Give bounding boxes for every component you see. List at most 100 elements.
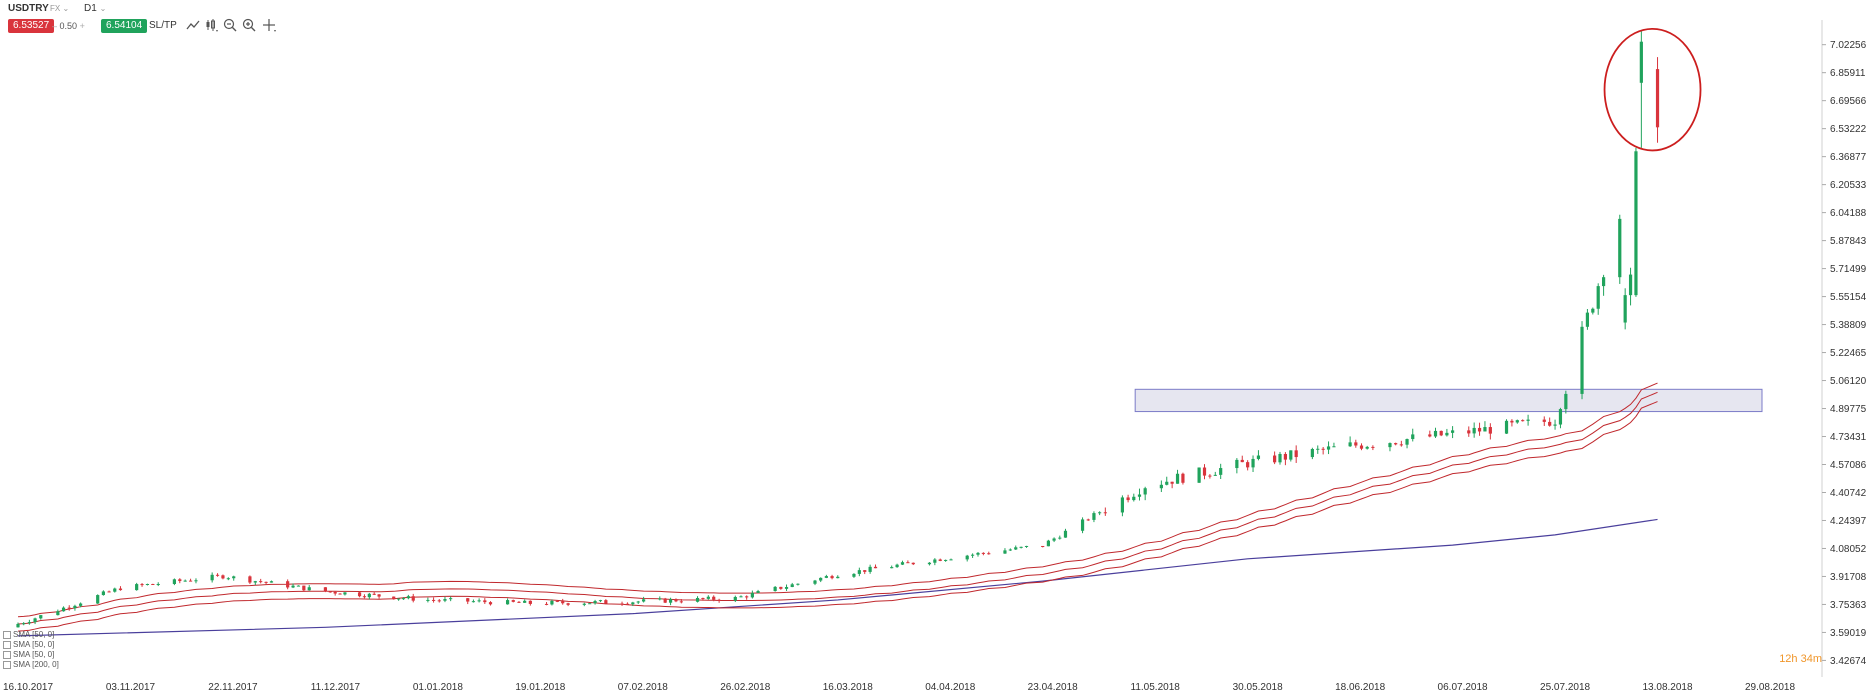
legend-item[interactable]: SMA [50, 0] [3, 640, 54, 649]
candle-up [523, 599, 527, 603]
candle-body [1618, 218, 1622, 278]
candle-up [113, 587, 117, 593]
candle-up [1348, 436, 1352, 447]
y-tick-label: 5.87843 [1830, 236, 1867, 247]
candle-down [1208, 474, 1212, 479]
candle-up [1504, 419, 1509, 434]
candle-up [79, 602, 83, 608]
candle-down [151, 583, 155, 586]
candle-body [135, 584, 139, 591]
candle-body [1445, 432, 1449, 436]
legend-item[interactable]: SMA [50, 0] [3, 630, 54, 639]
y-tick-label: 6.85911 [1830, 68, 1866, 79]
y-tick-label: 5.22465 [1830, 348, 1867, 359]
candle-down [333, 591, 337, 596]
candle-up [1445, 428, 1449, 437]
line-chart-icon[interactable] [186, 18, 200, 32]
candle-body [73, 605, 77, 609]
candle-body [392, 596, 396, 600]
candle-down [779, 586, 783, 590]
legend-checkbox-icon[interactable] [3, 650, 11, 659]
candle-up [1165, 476, 1169, 486]
highlight-circle [1603, 27, 1702, 152]
candle-up [1388, 442, 1392, 452]
candle-down [338, 593, 342, 595]
candle-down [431, 597, 436, 603]
candle-body [868, 566, 872, 572]
candle-body [1394, 443, 1398, 445]
candle-body [194, 580, 198, 582]
candle-down [555, 600, 559, 603]
candle-chart-icon[interactable] [205, 18, 219, 32]
candle-up [824, 574, 828, 579]
candle-body [1639, 41, 1643, 83]
candle-up [900, 560, 905, 566]
candle-up [1639, 31, 1643, 148]
candle-up [1092, 511, 1096, 523]
candle-down [1086, 518, 1090, 521]
market-selector[interactable]: FX ⌄ [50, 4, 70, 13]
candle-body [1365, 446, 1369, 449]
candle-up [291, 583, 295, 589]
candle-up [895, 563, 899, 568]
legend-checkbox-icon[interactable] [3, 640, 11, 649]
candle-down [830, 574, 834, 580]
crosshair-icon[interactable] [262, 18, 276, 32]
candle-up [1175, 469, 1180, 484]
legend-checkbox-icon[interactable] [3, 630, 11, 639]
legend-checkbox-icon[interactable] [3, 660, 11, 669]
candle-body [1488, 427, 1492, 434]
candle-body [658, 598, 662, 600]
candle-body [56, 611, 60, 616]
sell-price-button[interactable]: 6.53527 [8, 19, 55, 33]
timeframe-selector[interactable]: D1 ⌄ [84, 3, 107, 14]
candle-body [1278, 453, 1282, 463]
candle-body [1143, 488, 1147, 495]
candle-body [426, 599, 430, 601]
candle-up [836, 575, 840, 579]
candle-body [1623, 295, 1627, 323]
candle-body [1596, 286, 1600, 309]
candle-down [745, 595, 749, 600]
candle-up [819, 577, 823, 583]
candle-down [701, 597, 705, 601]
candle-down [1488, 423, 1492, 440]
candle-body [773, 586, 777, 592]
candle-down [392, 596, 396, 600]
y-tick-label: 3.75363 [1830, 600, 1867, 611]
candle-body [970, 554, 975, 556]
candle-up [232, 575, 236, 581]
y-tick-label: 4.57086 [1830, 460, 1867, 471]
symbol-label[interactable]: USDTRY [8, 3, 49, 14]
buy-price-button[interactable]: 6.54104 [101, 19, 148, 33]
candle-body [411, 596, 415, 601]
legend-label: SMA [50, 0] [13, 630, 55, 639]
zoom-out-icon[interactable] [223, 18, 237, 32]
legend-item[interactable]: SMA [200, 0] [3, 660, 59, 669]
candle-down [215, 573, 220, 577]
candle-up [598, 599, 603, 603]
candle-up [668, 597, 673, 606]
candle-body [33, 618, 37, 623]
candle-body [1213, 474, 1217, 476]
legend-item[interactable]: SMA [50, 0] [3, 650, 54, 659]
candle-up [750, 590, 754, 599]
candle-up [1316, 445, 1320, 454]
candle-body [927, 562, 932, 565]
sltp-button[interactable]: SL/TP [149, 20, 177, 31]
candle-body [1003, 550, 1007, 554]
candle-up [1515, 419, 1519, 424]
candle-body [1564, 393, 1568, 410]
candle-body [226, 578, 230, 580]
candle-up [695, 596, 700, 603]
candle-body [248, 576, 252, 583]
candle-up [852, 573, 856, 578]
candle-up [1405, 438, 1409, 449]
x-tick-label: 16.03.2018 [823, 682, 873, 693]
x-tick-label: 25.07.2018 [1540, 682, 1590, 693]
zoom-in-icon[interactable] [242, 18, 256, 32]
candle-body [712, 596, 716, 600]
candle-body [1202, 467, 1207, 476]
lot-size-input[interactable]: – 0.50 + [52, 21, 85, 31]
